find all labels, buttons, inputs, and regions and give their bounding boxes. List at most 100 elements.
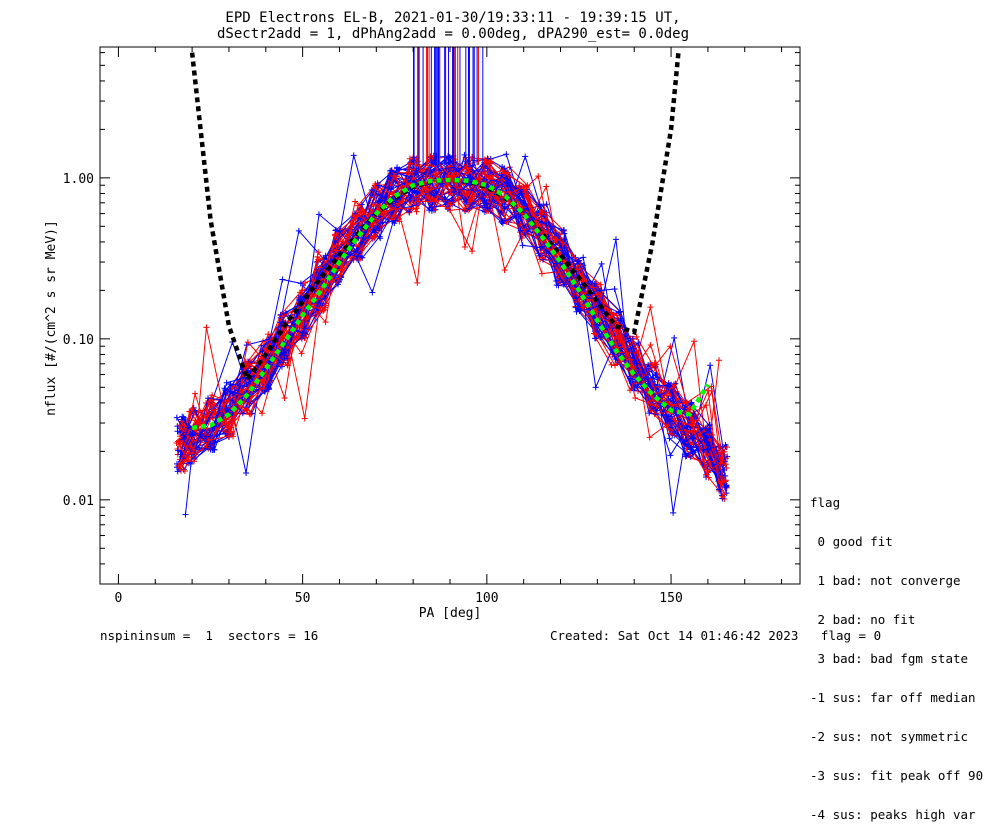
data-point [333,247,340,254]
data-point [591,335,598,342]
data-point [666,383,673,390]
data-point [280,350,287,357]
data-point [205,395,211,402]
data-point [504,176,511,183]
data-point [315,211,322,218]
data-point [691,338,698,345]
data-point [209,392,216,399]
data-point [650,405,657,412]
data-point [264,384,271,391]
data-point [450,184,457,191]
spectrum-line [177,163,723,496]
data-point [519,210,526,217]
data-point [278,313,285,320]
data-point [315,299,322,306]
data-point [320,307,327,314]
data-point [376,233,383,240]
data-point [465,188,472,195]
data-point [375,182,382,189]
data-point [358,219,365,226]
spectrum-line [183,177,720,479]
data-point [451,170,458,177]
spectrum-line [180,174,726,484]
data-point [284,361,291,368]
data-point [322,319,329,326]
spectrum-line [176,176,724,456]
data-point [665,413,672,420]
data-point [210,406,217,413]
data-point [182,425,189,432]
data-point [203,442,210,449]
data-point [192,390,199,397]
data-point [705,446,712,453]
plot-frame [99,46,801,585]
title-line-2: dSectr2add = 1, dPhAng2add = 0.00deg, dP… [217,26,689,42]
data-point [461,243,468,250]
data-point [667,343,674,350]
data-point [707,362,714,369]
data-point [538,219,545,226]
data-point [670,509,677,516]
data-point [498,171,505,178]
data-point [175,438,182,445]
spectrum-line [182,165,725,486]
data-point [716,486,723,493]
data-point [450,164,457,171]
data-point [555,232,562,239]
data-point [223,379,230,386]
x-tick-label: 100 [475,591,498,606]
y-axis-label: nflux [#/(cm^2 s sr MeV)] [44,220,59,416]
data-point [376,225,383,232]
legend-item: 3 bad: bad fgm state [810,651,969,666]
data-point [650,397,657,404]
data-point [553,282,560,289]
data-point [229,397,236,404]
data-point [243,362,250,369]
data-point [281,394,288,401]
data-point [683,453,690,460]
data-point [722,461,729,468]
plot-area [173,47,731,518]
data-point [174,468,181,475]
legend-item: 1 bad: not converge [810,573,961,588]
data-point [482,204,489,211]
data-point [184,458,191,465]
data-point [337,271,344,278]
data-point [261,360,268,367]
data-point [560,227,567,234]
data-point [321,304,328,311]
data-point [722,455,729,462]
data-point [539,209,546,216]
data-point [187,431,194,438]
legend-item: 0 good fit [810,534,893,549]
data-point [281,346,288,353]
spectrum-line [182,156,722,491]
data-point [297,289,304,296]
data-point [616,358,623,365]
data-point [716,357,723,364]
spectrum-line [184,172,722,472]
legend-title: flag [810,495,841,510]
data-point [243,406,250,413]
data-point [189,405,196,412]
data-point [646,410,653,417]
legend-item: -1 sus: far off median [810,690,976,705]
legend-item: 2 bad: no fit [810,612,916,627]
data-point [469,248,476,255]
data-point [314,253,321,260]
data-point [260,385,267,392]
data-point [561,244,568,251]
data-point [230,433,237,440]
data-point [246,410,253,417]
data-point [223,405,230,412]
data-point [670,381,677,388]
x-tick-label: 150 [659,591,682,606]
data-point [374,203,381,210]
data-point [543,201,550,208]
spectrum-line [179,163,726,482]
data-point [428,207,435,214]
data-point [278,319,285,326]
data-point [499,167,506,174]
y-tick-label: 0.01 [63,494,94,509]
data-point [560,236,567,243]
